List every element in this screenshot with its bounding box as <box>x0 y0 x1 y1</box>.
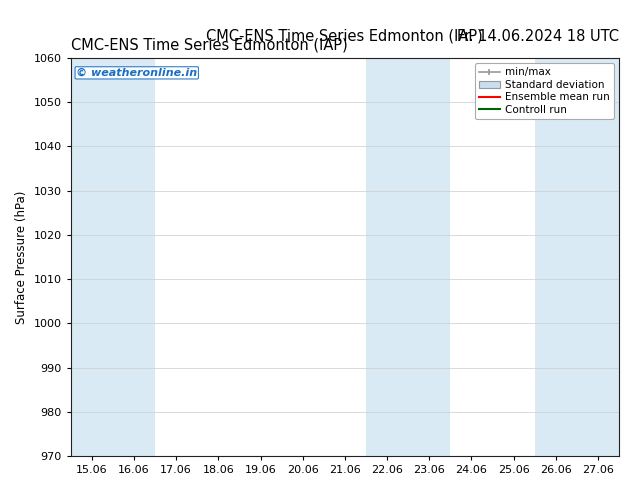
Text: CMC-ENS Time Series Edmonton (IAP): CMC-ENS Time Series Edmonton (IAP) <box>207 29 483 44</box>
Text: Fr. 14.06.2024 18 UTC: Fr. 14.06.2024 18 UTC <box>457 29 619 44</box>
Bar <box>534 58 619 456</box>
Bar <box>71 58 113 456</box>
Y-axis label: Surface Pressure (hPa): Surface Pressure (hPa) <box>15 190 28 323</box>
Bar <box>113 58 155 456</box>
Legend: min/max, Standard deviation, Ensemble mean run, Controll run: min/max, Standard deviation, Ensemble me… <box>475 63 614 119</box>
Bar <box>366 58 450 456</box>
Text: © weatheronline.in: © weatheronline.in <box>76 68 197 78</box>
Text: CMC-ENS Time Series Edmonton (IAP): CMC-ENS Time Series Edmonton (IAP) <box>71 38 347 52</box>
